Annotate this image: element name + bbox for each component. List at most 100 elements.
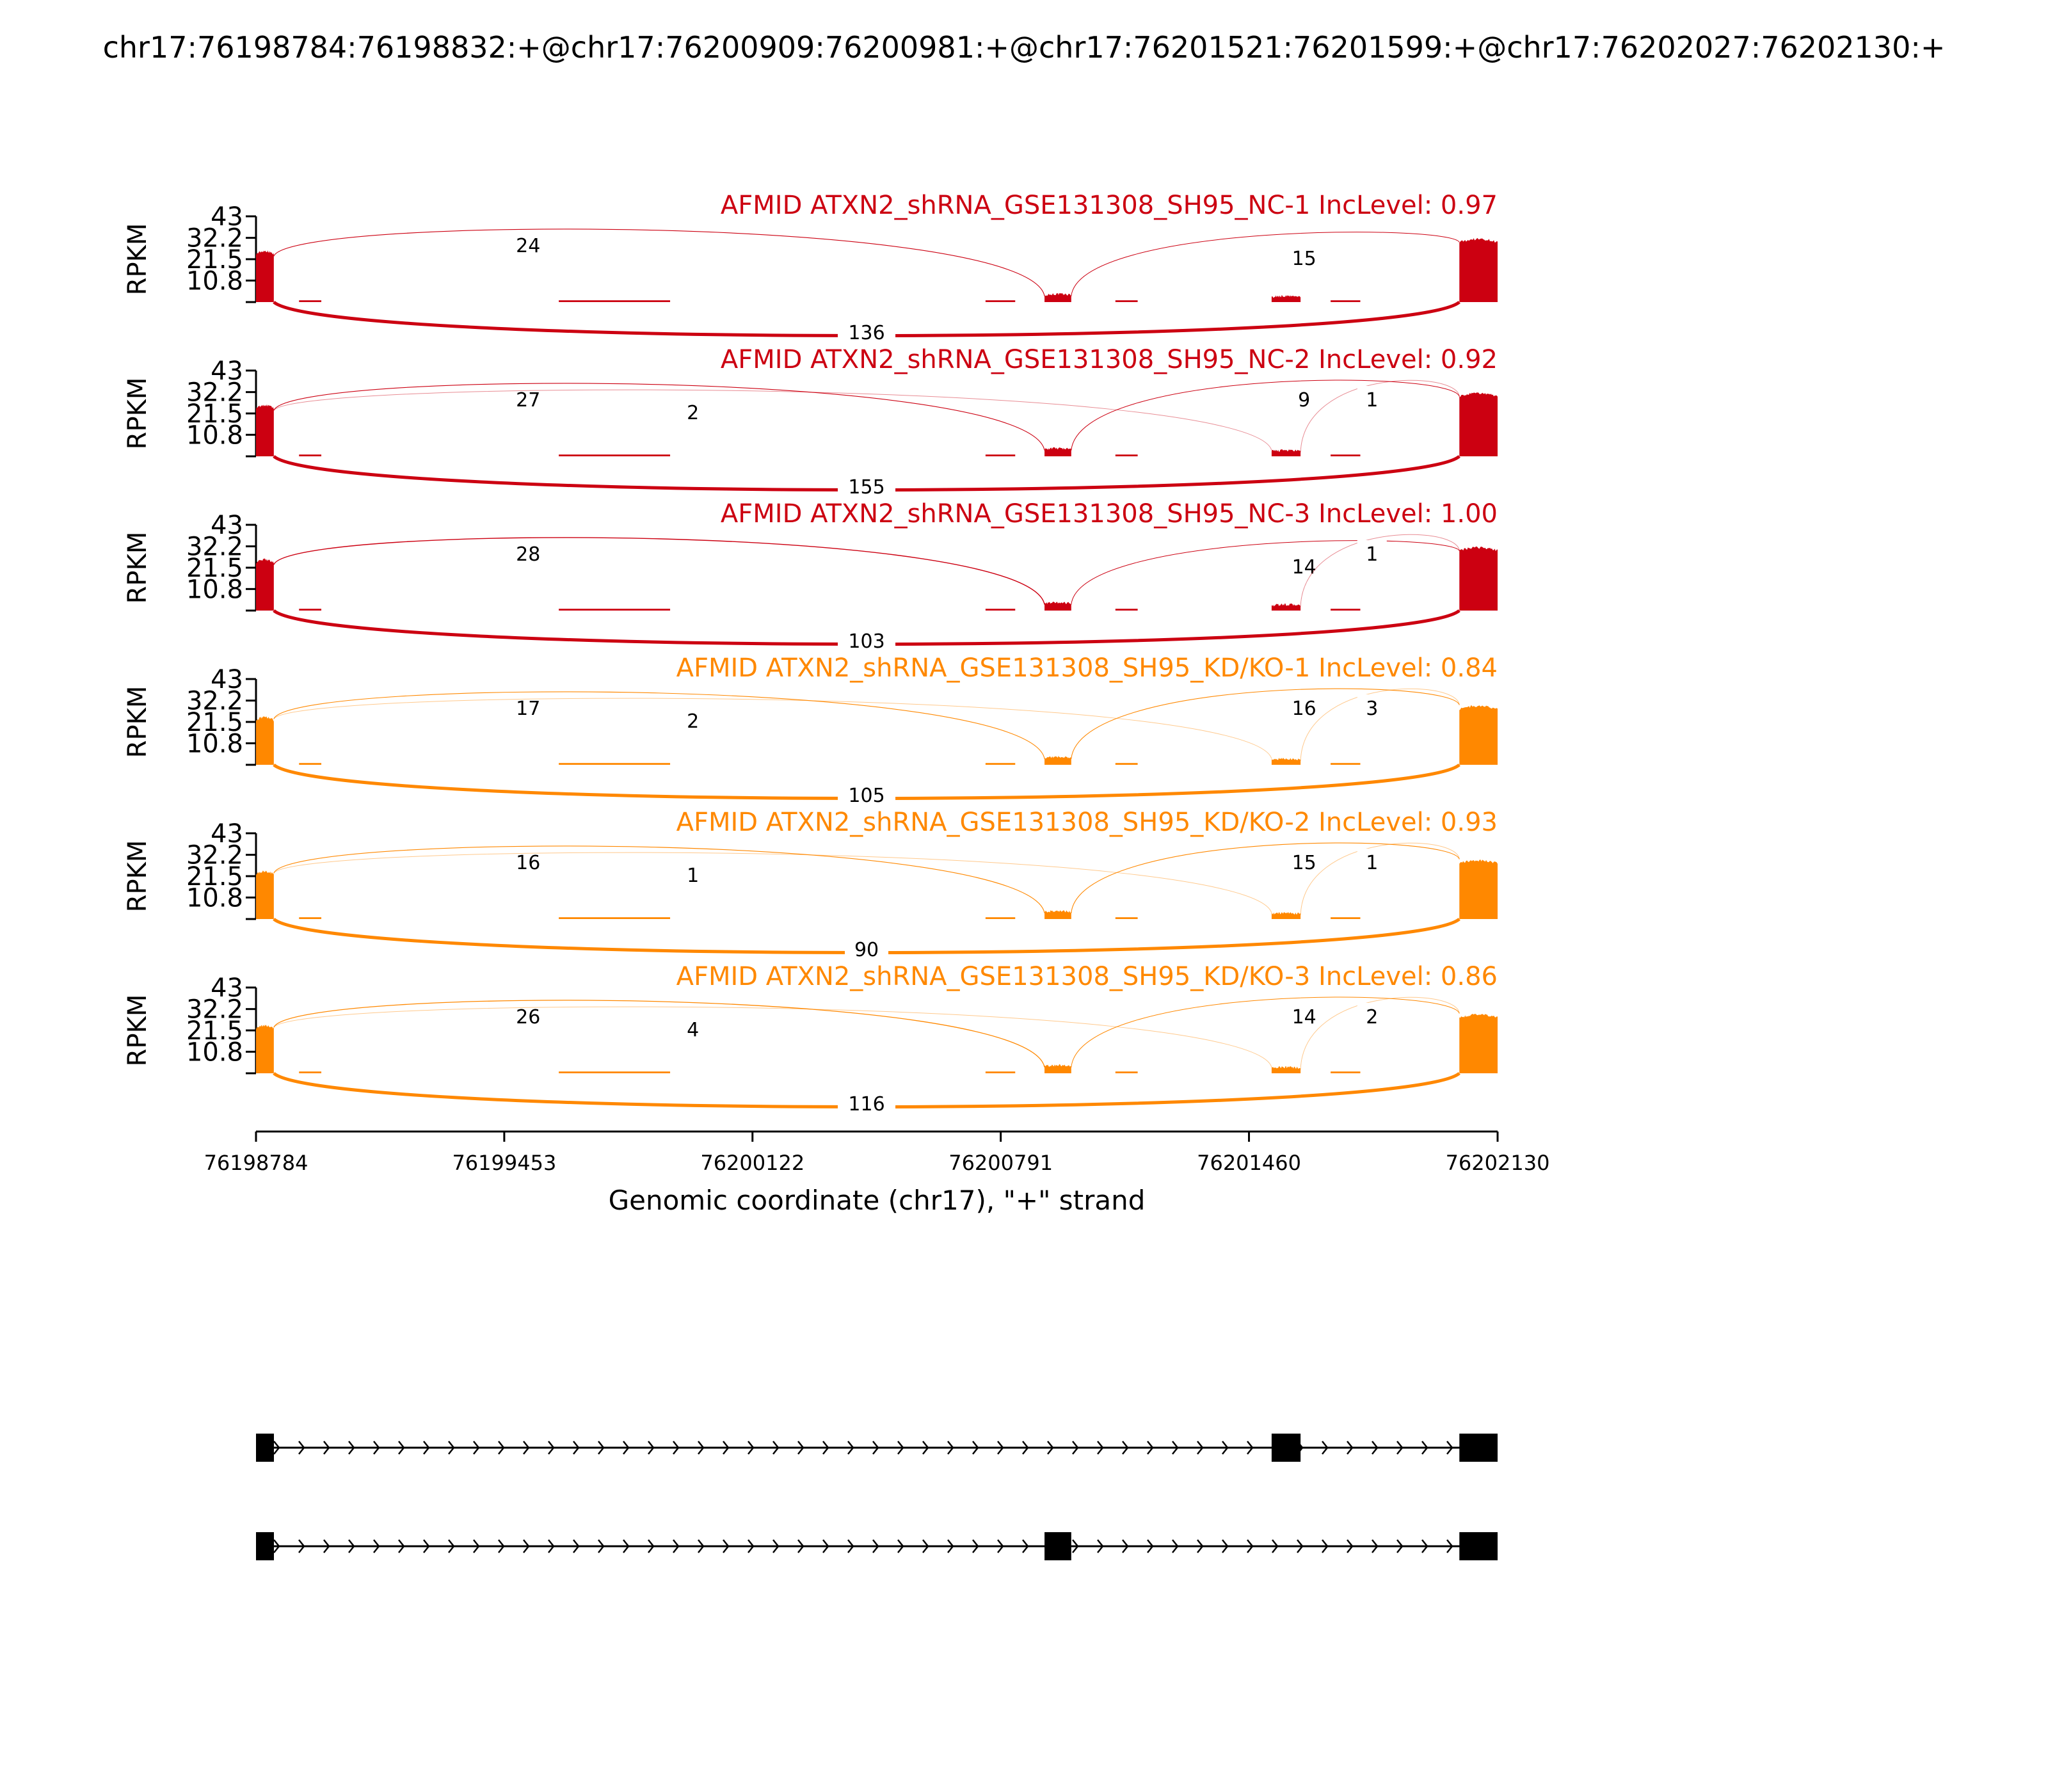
strand-arrow (473, 1539, 480, 1553)
strand-arrow (523, 1441, 530, 1455)
strand-arrow (673, 1539, 680, 1553)
coverage-block (1331, 300, 1361, 302)
strand-arrow (1396, 1539, 1404, 1553)
y-tick-label: 32.2 (186, 532, 243, 562)
coverage-block (985, 1071, 1016, 1073)
strand-arrow (947, 1441, 954, 1455)
strand-arrow (698, 1441, 705, 1455)
strand-arrow (648, 1441, 655, 1455)
junction-count-bg (1357, 386, 1387, 412)
coverage-block (1115, 763, 1138, 765)
junction-count-bg (506, 232, 550, 257)
y-axis-label: RPKM (123, 532, 152, 604)
junction-count: 26 (516, 1006, 540, 1028)
strand-arrow (348, 1539, 355, 1553)
y-axis-label: RPKM (123, 686, 152, 758)
coverage-block (299, 1071, 322, 1073)
junction-count: 90 (854, 939, 879, 961)
junction-count: 1 (1366, 543, 1378, 566)
strand-arrow (323, 1539, 330, 1553)
y-tick-label: 21.5 (186, 399, 243, 429)
y-tick-label: 43 (211, 202, 243, 232)
junction-count-bg (1282, 244, 1326, 270)
strand-arrow (1347, 1539, 1354, 1553)
strand-arrow (323, 1441, 330, 1455)
coverage-block (985, 609, 1016, 611)
strand-arrow (772, 1441, 780, 1455)
coverage-block (256, 250, 274, 302)
coverage-block (559, 917, 671, 919)
coverage-block (1459, 705, 1498, 765)
junction-count-bg (838, 781, 896, 807)
exon-block (256, 1434, 274, 1462)
coverage-block (1044, 447, 1071, 456)
strand-arrow (1322, 1539, 1329, 1553)
y-tick-label: 32.2 (186, 224, 243, 253)
sample-label: AFMID ATXN2_shRNA_GSE131308_SH95_NC-3 In… (721, 499, 1498, 529)
coverage-block (1115, 609, 1138, 611)
coverage-block (1271, 449, 1301, 456)
strand-arrow (922, 1441, 929, 1455)
coverage-block (985, 300, 1016, 302)
junction-count: 17 (516, 698, 540, 720)
strand-arrow (922, 1539, 929, 1553)
y-axis-label: RPKM (123, 223, 152, 296)
y-tick-label: 43 (211, 819, 243, 849)
junction-count: 2 (687, 710, 699, 733)
junction-count: 155 (848, 476, 884, 499)
junction-count: 24 (516, 235, 540, 257)
exon-block (1459, 1434, 1498, 1462)
junction-arc (273, 228, 1045, 296)
coverage-block (985, 917, 1016, 919)
y-tick-label: 32.2 (186, 378, 243, 408)
coverage-block (1115, 1071, 1138, 1073)
junction-count-bg (1282, 1003, 1326, 1028)
coverage-block (1044, 292, 1071, 302)
junction-arc (273, 383, 1045, 451)
coverage-block (1459, 1014, 1498, 1073)
coverage-block (299, 763, 322, 765)
strand-arrow (298, 1441, 305, 1455)
strand-arrow (1047, 1441, 1054, 1455)
junction-count: 3 (1366, 698, 1378, 720)
junction-arc (1071, 996, 1460, 1068)
y-tick-label: 43 (211, 511, 243, 540)
strand-arrow (1247, 1539, 1254, 1553)
junction-count-bg (506, 694, 550, 720)
coverage-block (256, 404, 274, 456)
y-tick-label: 32.2 (186, 995, 243, 1025)
y-tick-label: 43 (211, 356, 243, 386)
x-tick-label: 76201460 (1197, 1151, 1301, 1175)
coverage-block (1459, 860, 1498, 919)
junction-arc (273, 852, 1272, 913)
isoform-track (256, 1434, 1498, 1462)
strand-arrow (723, 1539, 730, 1553)
sample-label: AFMID ATXN2_shRNA_GSE131308_SH95_NC-2 In… (721, 345, 1498, 374)
strand-arrow (1147, 1539, 1154, 1553)
sample-label: AFMID ATXN2_shRNA_GSE131308_SH95_KD/KO-2… (676, 808, 1498, 837)
y-tick-label: 10.8 (186, 266, 243, 296)
strand-arrow (1322, 1441, 1329, 1455)
coverage-block (1331, 454, 1361, 456)
strand-arrow (1122, 1539, 1129, 1553)
junction-arc (273, 389, 1272, 451)
strand-arrow (373, 1539, 380, 1553)
y-tick-label: 43 (211, 973, 243, 1003)
strand-arrow (1122, 1441, 1129, 1455)
strand-arrow (1197, 1539, 1204, 1553)
y-tick-label: 21.5 (186, 245, 243, 275)
junction-arc (273, 698, 1272, 759)
strand-arrow (498, 1441, 505, 1455)
strand-arrow (273, 1441, 280, 1455)
strand-arrow (448, 1441, 455, 1455)
strand-arrow (398, 1441, 405, 1455)
strand-arrow (1022, 1539, 1029, 1553)
junction-arc (1300, 996, 1460, 1069)
chart-title: chr17:76198784:76198832:+@chr17:76200909… (103, 30, 1946, 65)
strand-arrow (498, 1539, 505, 1553)
junction-count-bg (1282, 553, 1326, 579)
strand-arrow (1222, 1539, 1229, 1553)
